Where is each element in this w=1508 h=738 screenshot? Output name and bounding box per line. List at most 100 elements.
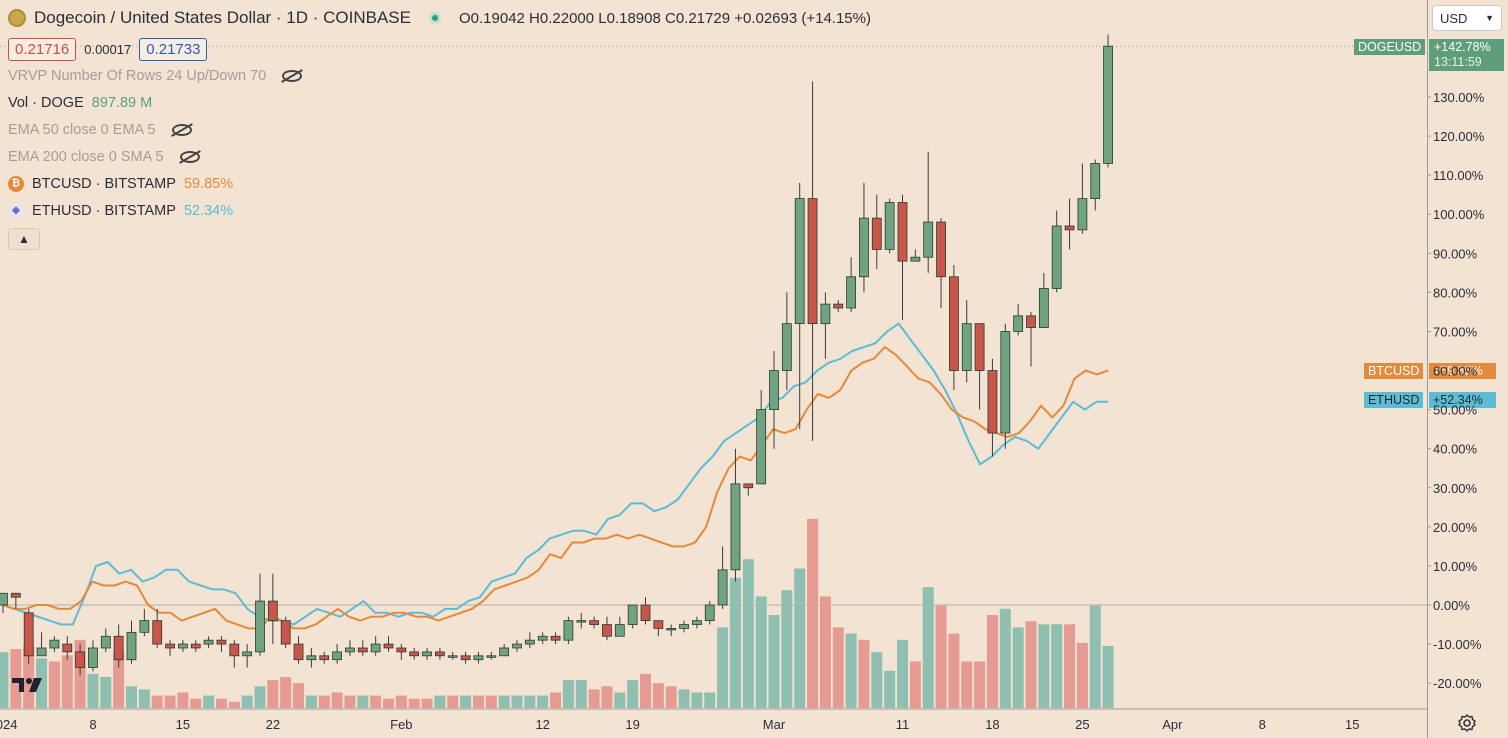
- x-tick-label: 8: [89, 717, 96, 732]
- volume-bar: [36, 658, 48, 708]
- candle-body: [820, 303, 831, 325]
- volume-bar: [203, 695, 215, 708]
- candle-body: [627, 604, 638, 625]
- candle-body: [602, 624, 612, 637]
- volume-bar: [601, 686, 613, 708]
- price-axis[interactable]: [1427, 0, 1508, 738]
- volume-bar: [909, 661, 921, 708]
- candle-body: [512, 643, 522, 649]
- candle-body: [409, 651, 420, 657]
- dogecoin-icon: [8, 9, 26, 27]
- candle-body: [987, 370, 998, 434]
- price-chart[interactable]: 2024 8 15 22 Feb 12 19 Mar 11 18 25 Apr 8 15: [0, 0, 1427, 738]
- volume-bar: [948, 633, 960, 708]
- volume-bar: [138, 689, 150, 708]
- x-tick-label: 12: [535, 717, 549, 732]
- price-axis-labels: 130.00% 120.00% 110.00% 100.00% 90.00% 80.00%…: [1427, 90, 1485, 691]
- candle-body: [781, 323, 792, 371]
- volume-bar: [652, 683, 664, 708]
- y-tick-label: 60.00%: [1433, 364, 1478, 379]
- volume-bar: [100, 677, 112, 708]
- symbol-header[interactable]: Dogecoin / United States Dollar · 1D · C…: [8, 6, 871, 30]
- candle-body: [319, 655, 330, 661]
- y-tick-label: 10.00%: [1433, 559, 1478, 574]
- candle-body: [1038, 288, 1049, 328]
- x-tick-label: 15: [176, 717, 190, 732]
- y-tick-label: 110.00%: [1433, 168, 1484, 183]
- indicator-label: EMA 200 close 0 SMA 5: [8, 148, 164, 165]
- x-tick-label: Feb: [390, 717, 412, 732]
- volume-bar: [922, 587, 934, 708]
- candle-body: [280, 620, 291, 645]
- y-tick-label: 30.00%: [1433, 481, 1478, 496]
- indicator-value: 52.34%: [183, 202, 234, 219]
- volume-bar: [383, 698, 394, 708]
- sell-price-button[interactable]: 0.21716: [8, 37, 77, 61]
- volume-bar: [0, 652, 9, 708]
- hidden-eye-icon[interactable]: [179, 150, 200, 163]
- candle-body: [1090, 163, 1101, 200]
- indicator-volume[interactable]: Vol · DOGE 897.89 M: [8, 89, 871, 116]
- volume-bar: [434, 695, 446, 708]
- candle-body: [229, 643, 240, 657]
- volume-bar: [254, 686, 266, 708]
- y-tick-label: 120.00%: [1433, 129, 1485, 144]
- candle-body: [370, 643, 381, 653]
- indicator-btc[interactable]: ₿ BTCUSD · BITSTAMP 59.85%: [8, 170, 871, 197]
- indicator-ema50[interactable]: EMA 50 close 0 EMA 5: [8, 116, 871, 143]
- indicator-label: EMA 50 close 0 EMA 5: [8, 121, 156, 138]
- indicator-vrvp[interactable]: VRVP Number Of Rows 24 Up/Down 70: [8, 62, 871, 89]
- candle-body: [177, 643, 188, 649]
- candle-body: [524, 639, 535, 645]
- candle-body: [434, 651, 445, 657]
- chevron-down-icon: ▼: [1485, 13, 1494, 23]
- volume-bar: [575, 680, 587, 708]
- candle-body: [75, 651, 85, 668]
- buy-price-button[interactable]: 0.21733: [139, 37, 208, 61]
- volume-bar: [331, 692, 343, 708]
- candle-body: [576, 620, 587, 623]
- candle-body: [794, 198, 805, 325]
- candle-body: [10, 592, 21, 598]
- candle-body: [550, 635, 561, 641]
- volume-bar: [524, 695, 536, 708]
- symbol-title[interactable]: Dogecoin / United States Dollar · 1D · C…: [34, 8, 411, 27]
- countdown-timer: 13:11:59: [1434, 55, 1482, 69]
- candle-body: [332, 651, 343, 661]
- candle-body: [49, 639, 60, 649]
- volume-bar: [293, 683, 305, 708]
- indicator-ema200[interactable]: EMA 200 close 0 SMA 5: [8, 143, 871, 170]
- volume-bar: [498, 695, 510, 708]
- candle-body: [769, 370, 779, 411]
- bitcoin-icon: ₿: [8, 175, 24, 192]
- indicator-eth[interactable]: ◆ ETHUSD · BITSTAMP 52.34%: [8, 197, 871, 224]
- candle-body: [396, 647, 407, 653]
- candle-body: [653, 620, 664, 629]
- x-tick-label: Apr: [1162, 717, 1183, 732]
- collapse-legend-button[interactable]: ▲: [8, 228, 40, 250]
- volume-bar: [871, 652, 883, 708]
- volume-bar: [1064, 624, 1076, 708]
- candle-body: [36, 647, 47, 657]
- tradingview-logo[interactable]: [12, 676, 48, 694]
- candle-body: [0, 592, 8, 606]
- volume-bar: [807, 518, 819, 708]
- volume-bar: [986, 615, 998, 708]
- hidden-eye-icon[interactable]: [282, 69, 303, 82]
- candle-body: [730, 483, 741, 571]
- spread-value: 0.00017: [84, 41, 132, 57]
- candle-body: [383, 643, 394, 649]
- volume-bar: [550, 692, 562, 708]
- x-tick-label: 25: [1075, 717, 1089, 732]
- candle-body: [923, 221, 934, 258]
- candle-body: [614, 624, 625, 637]
- candle-body: [704, 604, 715, 622]
- settings-gear-icon[interactable]: [1458, 714, 1476, 732]
- candle-body: [846, 276, 856, 309]
- volume-bar: [729, 577, 741, 708]
- currency-select[interactable]: USD ▼: [1432, 5, 1502, 31]
- volume-bar: [627, 680, 639, 708]
- hidden-eye-icon[interactable]: [171, 123, 192, 136]
- volume-bar: [485, 695, 497, 708]
- candle-body: [447, 655, 458, 658]
